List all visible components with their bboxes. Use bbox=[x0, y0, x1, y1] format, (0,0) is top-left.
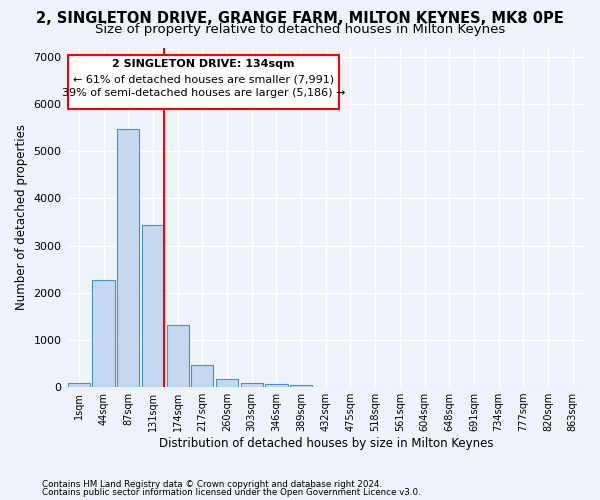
Text: 39% of semi-detached houses are larger (5,186) →: 39% of semi-detached houses are larger (… bbox=[62, 88, 345, 98]
Bar bbox=[68, 384, 90, 387]
Bar bbox=[265, 384, 287, 387]
Text: Size of property relative to detached houses in Milton Keynes: Size of property relative to detached ho… bbox=[95, 22, 505, 36]
Text: Contains public sector information licensed under the Open Government Licence v3: Contains public sector information licen… bbox=[42, 488, 421, 497]
X-axis label: Distribution of detached houses by size in Milton Keynes: Distribution of detached houses by size … bbox=[158, 437, 493, 450]
Bar bbox=[92, 280, 115, 387]
Text: Contains HM Land Registry data © Crown copyright and database right 2024.: Contains HM Land Registry data © Crown c… bbox=[42, 480, 382, 489]
Bar bbox=[216, 379, 238, 387]
FancyBboxPatch shape bbox=[68, 54, 340, 109]
Bar bbox=[191, 365, 214, 387]
Bar bbox=[167, 326, 189, 387]
Bar bbox=[117, 128, 139, 387]
Text: ← 61% of detached houses are smaller (7,991): ← 61% of detached houses are smaller (7,… bbox=[73, 74, 334, 85]
Bar bbox=[241, 383, 263, 387]
Text: 2, SINGLETON DRIVE, GRANGE FARM, MILTON KEYNES, MK8 0PE: 2, SINGLETON DRIVE, GRANGE FARM, MILTON … bbox=[36, 11, 564, 26]
Bar bbox=[142, 225, 164, 387]
Bar bbox=[290, 386, 312, 387]
Y-axis label: Number of detached properties: Number of detached properties bbox=[15, 124, 28, 310]
Text: 2 SINGLETON DRIVE: 134sqm: 2 SINGLETON DRIVE: 134sqm bbox=[112, 60, 295, 70]
